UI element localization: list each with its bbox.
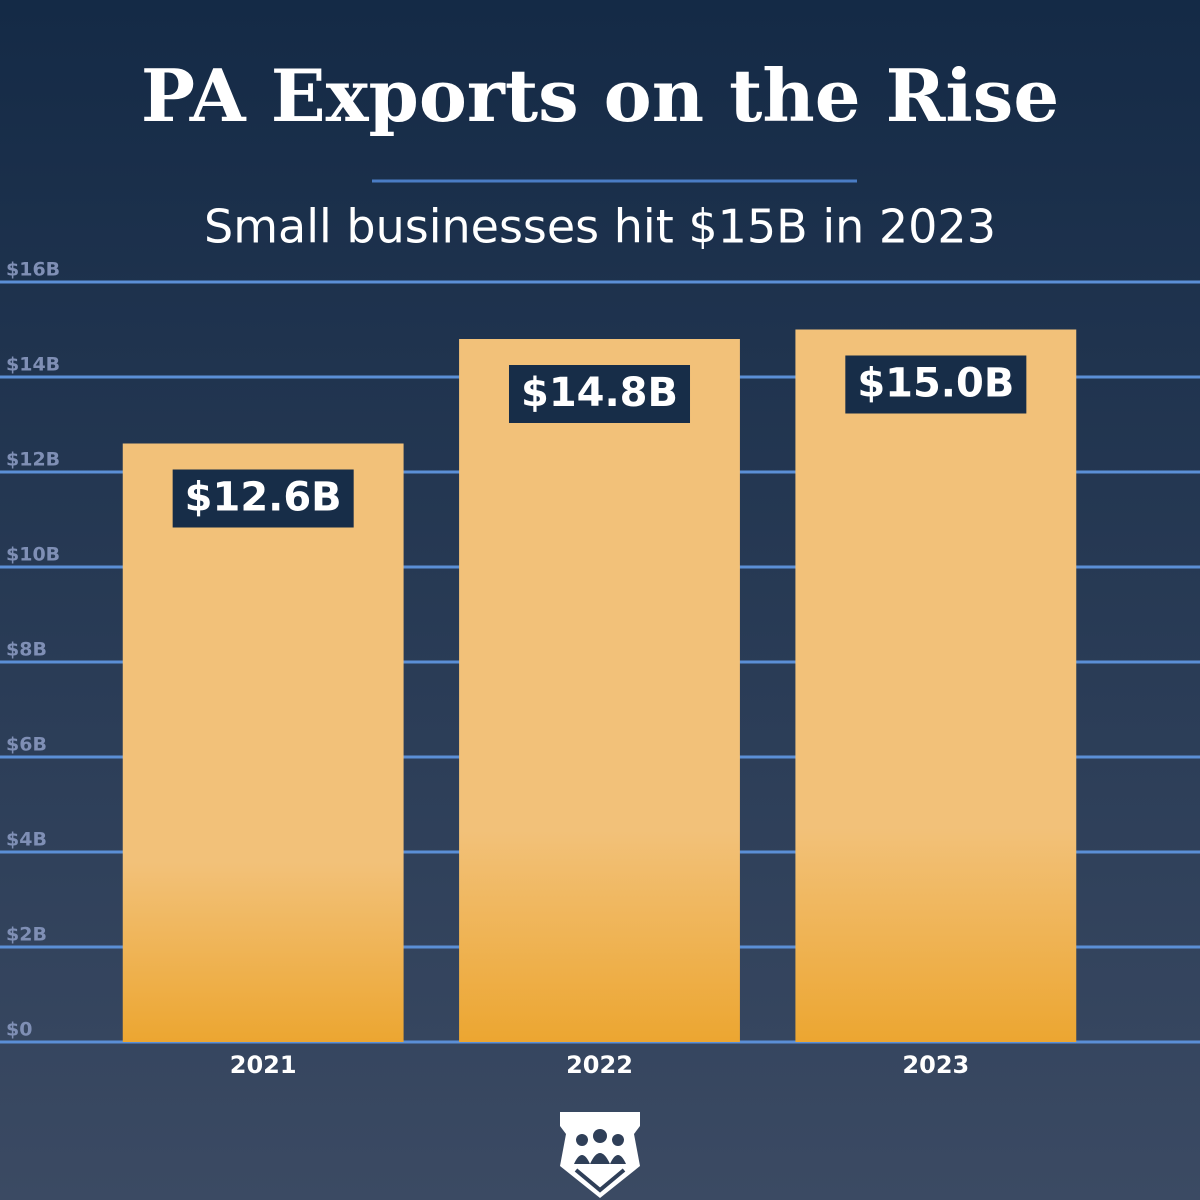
chart-title: PA Exports on the Rise	[141, 53, 1059, 138]
value-label: $14.8B	[521, 370, 678, 416]
y-tick-label: $4B	[6, 829, 47, 851]
value-label-box	[508, 365, 691, 423]
bar	[122, 443, 404, 1042]
value-label-box	[845, 355, 1027, 414]
y-tick-label: $14B	[6, 354, 60, 376]
value-label: $12.6B	[185, 475, 342, 521]
value-label-box	[172, 469, 354, 528]
x-tick-label: 2022	[566, 1051, 633, 1079]
logo	[560, 1112, 640, 1198]
y-tick-label: $2B	[6, 924, 47, 946]
value-label: $15.0B	[857, 361, 1014, 407]
y-tick-label: $8B	[6, 639, 47, 661]
y-tick-label: $12B	[6, 449, 60, 471]
x-tick-label: 2021	[230, 1051, 297, 1079]
bar	[795, 329, 1077, 1042]
y-tick-label: $6B	[6, 734, 47, 756]
y-tick-label: $16B	[6, 259, 60, 281]
bar	[459, 339, 740, 1042]
y-tick-label: $10B	[6, 544, 60, 566]
y-tick-label: $0	[6, 1019, 32, 1041]
chart-subtitle: Small businesses hit $15B in 2023	[204, 200, 996, 254]
x-tick-label: 2023	[902, 1051, 969, 1079]
